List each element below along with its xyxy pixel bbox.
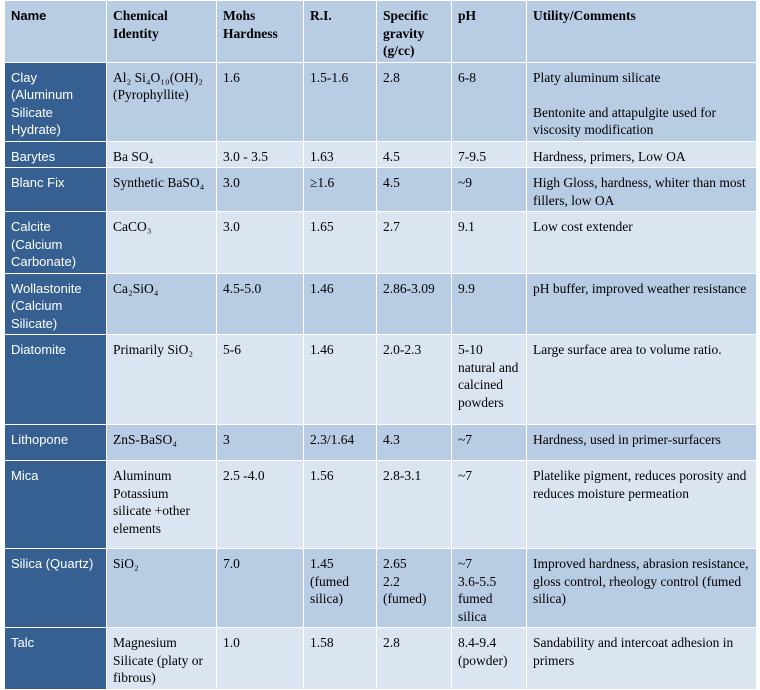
table-cell: 9.9 [451,272,527,335]
table-cell: 3 [216,424,304,461]
table-row: Blanc Fix Synthetic BaSO₄ 3.0 ≥1.6 4.5 ~9 High… [4,167,757,212]
table-cell: 7-9.5 [451,140,527,168]
table-row: Clay (Aluminum Silicate Hydrate) Al₂ Si₄O… [4,61,757,142]
table-cell: 1.65 [303,211,377,274]
table-cell: ZnS-BaSO₄ [106,424,217,461]
table-cell: 2.86-3.09 [376,272,452,335]
table-cell: ≥1.6 [303,167,377,212]
table-cell: 6-8 [451,61,527,142]
table-cell: Hardness, used in primer-surfacers [526,424,757,461]
header-cell: Name [4,0,107,63]
table-cell: 3.0 - 3.5 [216,140,304,168]
table-cell: Hardness, primers, Low OA [526,140,757,168]
cell-line: (fumed silica) [310,573,349,607]
table-cell: 4.5 [376,140,452,168]
page: Name Chemical Identity Mohs Hardness R.I. Sp… [4,0,757,690]
table-cell: SiO₂ [106,548,217,628]
table-cell: 5-10 natural and calcined powders [451,334,527,425]
table-cell: Improved hardness, abrasion resistance, … [526,548,757,628]
table-cell: CaCO₃ [106,211,217,274]
table-cell: 1.46 [303,272,377,335]
table-row: Mica Aluminum Potassium silicate +other e… [4,460,757,549]
name-cell: Mica [4,460,107,549]
table-cell: pH buffer, improved weather resistance [526,272,757,335]
table-cell: 2.65 2.2 (fumed) [376,548,452,628]
cell-line: fumed silica [458,591,493,624]
table-cell: Al₂ Si₄O₁₀(OH)₂ (Pyrophyllite) [106,61,217,142]
header-row: Name Chemical Identity Mohs Hardness R.I. Sp… [4,0,757,63]
table-cell: Platy aluminum silicate Bentonite and att… [526,61,757,142]
cell-line: 1.45 [310,556,334,571]
table-row: Wollastonite (Calcium Silicate) Ca₂SiO₄ 4.… [4,272,757,335]
table-cell: Low cost extender [526,211,757,274]
table-cell: Ca₂SiO₄ [106,272,217,335]
header-cell: Chemical Identity [106,0,217,63]
table-cell: 4.5-5.0 [216,272,304,335]
table-cell: 1.6 [216,61,304,142]
name-cell: Silica (Quartz) [4,548,107,628]
table-cell: 2.8 [376,61,452,142]
table-cell: Large surface area to volume ratio. [526,334,757,425]
cell-line: 2.2 [383,573,400,589]
data-table: Name Chemical Identity Mohs Hardness R.I. Sp… [4,0,757,690]
cell-line: (fumed) [383,591,427,606]
cell-line: Bentonite and attapulgite used for visco… [533,104,716,138]
table-cell: 7.0 [216,548,304,628]
cell-line: 3.6-5.5 [458,573,497,589]
header-cell: Specific gravity (g/cc) [376,0,452,63]
table-row: Lithopone ZnS-BaSO₄ 3 2.3/1.64 4.3 ~7 Hardness… [4,424,757,461]
header-cell: Utility/Comments [526,0,757,63]
table-cell: ~7 [451,424,527,461]
table-cell: Platelike pigment, reduces porosity and … [526,460,757,549]
table-cell: Aluminum Potassium silicate +other eleme… [106,460,217,549]
cell-line: Platy aluminum silicate [533,69,661,85]
table-row: Barytes Ba SO₄ 3.0 - 3.5 1.63 4.5 7-9.5 Hardne… [4,140,757,168]
table-cell: 3.0 [216,167,304,212]
table-row: Diatomite Primarily SiO₂ 5-6 1.46 2.0-2.3 5-1… [4,334,757,425]
table-cell: 4.3 [376,424,452,461]
cell-line: ~7 [458,556,473,571]
table-cell: ~9 [451,167,527,212]
name-cell: Barytes [4,140,107,168]
header-cell: pH [451,0,527,63]
table-cell: ~7 [451,460,527,549]
table-cell: 5-6 [216,334,304,425]
table-cell: ~7 3.6-5.5 fumed silica [451,548,527,628]
table-cell: 2.3/1.64 [303,424,377,461]
table-cell: 9.1 [451,211,527,274]
table-cell: 1.46 [303,334,377,425]
table-cell: 2.7 [376,211,452,274]
header-cell: Mohs Hardness [216,0,304,63]
table-cell: 2.0-2.3 [376,334,452,425]
table-cell: Synthetic BaSO₄ [106,167,217,212]
table-cell: High Gloss, hardness, whiter than most f… [526,167,757,212]
name-cell: Calcite (Calcium Carbonate) [4,211,107,274]
table-cell: 2.8-3.1 [376,460,452,549]
table-cell: Primarily SiO₂ [106,334,217,425]
table-cell: 1.45 (fumed silica) [303,548,377,628]
table-cell: Ba SO₄ [106,140,217,168]
table-cell: 4.5 [376,167,452,212]
cell-line: 2.65 [383,556,407,571]
table-cell: 1.63 [303,140,377,168]
name-cell: Lithopone [4,424,107,461]
table-cell: 3.0 [216,211,304,274]
name-cell: Clay (Aluminum Silicate Hydrate) [4,61,107,142]
table-row: Calcite (Calcium Carbonate) CaCO₃ 3.0 1.65 2… [4,211,757,274]
name-cell: Blanc Fix [4,167,107,212]
table-row: Silica (Quartz) SiO₂ 7.0 1.45 (fumed silica)… [4,548,757,628]
name-cell: Diatomite [4,334,107,425]
table-cell: 2.5 -4.0 [216,460,304,549]
name-cell: Wollastonite (Calcium Silicate) [4,272,107,335]
table-cell: 1.5-1.6 [303,61,377,142]
header-cell: R.I. [303,0,377,63]
table-cell: 1.56 [303,460,377,549]
